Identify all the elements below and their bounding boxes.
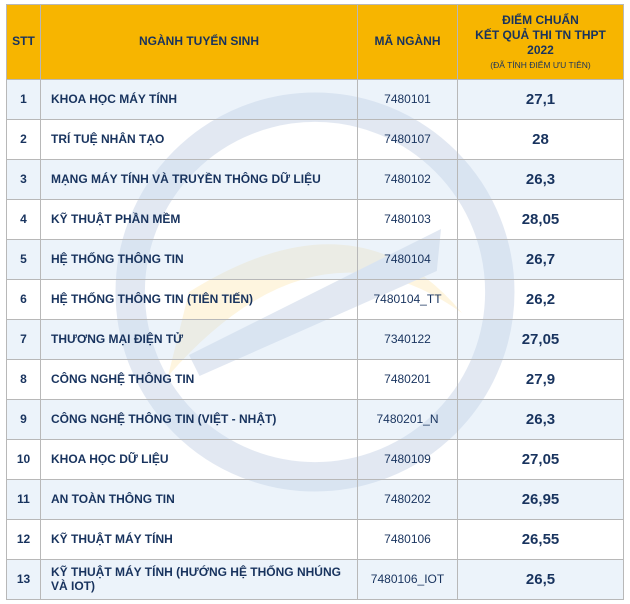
- cell-score: 27,9: [458, 359, 624, 399]
- cell-score: 26,3: [458, 159, 624, 199]
- table-row: 7THƯƠNG MẠI ĐIỆN TỬ734012227,05: [7, 319, 624, 359]
- cell-stt: 2: [7, 119, 41, 159]
- table-row: 8CÔNG NGHỆ THÔNG TIN748020127,9: [7, 359, 624, 399]
- cell-major-code: 7340122: [358, 319, 458, 359]
- table-row: 9CÔNG NGHỆ THÔNG TIN (VIỆT - NHẬT)748020…: [7, 399, 624, 439]
- table-row: 13KỸ THUẬT MÁY TÍNH (HƯỚNG HỆ THỐNG NHÚN…: [7, 559, 624, 599]
- cell-major-name: KỸ THUẬT PHẦN MỀM: [41, 199, 358, 239]
- cell-score: 26,5: [458, 559, 624, 599]
- cell-score: 26,55: [458, 519, 624, 559]
- cell-stt: 10: [7, 439, 41, 479]
- table-row: 1KHOA HỌC MÁY TÍNH748010127,1: [7, 79, 624, 119]
- cell-major-name: AN TOÀN THÔNG TIN: [41, 479, 358, 519]
- table-row: 12KỸ THUẬT MÁY TÍNH748010626,55: [7, 519, 624, 559]
- cell-score: 26,95: [458, 479, 624, 519]
- col-header-score-line2: KẾT QUẢ THI TN THPT 2022: [475, 28, 606, 57]
- cell-score: 28: [458, 119, 624, 159]
- cell-score: 27,05: [458, 439, 624, 479]
- table-row: 6HỆ THỐNG THÔNG TIN (TIÊN TIẾN)7480104_T…: [7, 279, 624, 319]
- cell-major-code: 7480102: [358, 159, 458, 199]
- cell-major-code: 7480103: [358, 199, 458, 239]
- cell-score: 28,05: [458, 199, 624, 239]
- cell-major-code: 7480202: [358, 479, 458, 519]
- col-header-code: MÃ NGÀNH: [358, 5, 458, 80]
- cell-score: 26,7: [458, 239, 624, 279]
- cell-score: 27,05: [458, 319, 624, 359]
- col-header-name: NGÀNH TUYỂN SINH: [41, 5, 358, 80]
- cell-major-name: KỸ THUẬT MÁY TÍNH: [41, 519, 358, 559]
- cell-major-code: 7480106: [358, 519, 458, 559]
- cell-major-code: 7480201: [358, 359, 458, 399]
- cell-stt: 4: [7, 199, 41, 239]
- cell-major-name: KHOA HỌC MÁY TÍNH: [41, 79, 358, 119]
- cell-score: 26,3: [458, 399, 624, 439]
- cell-stt: 13: [7, 559, 41, 599]
- cell-major-code: 7480109: [358, 439, 458, 479]
- table-row: 10KHOA HỌC DỮ LIỆU748010927,05: [7, 439, 624, 479]
- table-row: 3MẠNG MÁY TÍNH VÀ TRUYỀN THÔNG DỮ LIỆU74…: [7, 159, 624, 199]
- cell-stt: 9: [7, 399, 41, 439]
- cell-major-name: CÔNG NGHỆ THÔNG TIN (VIỆT - NHẬT): [41, 399, 358, 439]
- col-header-stt: STT: [7, 5, 41, 80]
- col-header-score-line1: ĐIỂM CHUẨN: [502, 13, 579, 27]
- cell-major-code: 7480104: [358, 239, 458, 279]
- cell-stt: 3: [7, 159, 41, 199]
- cell-major-name: CÔNG NGHỆ THÔNG TIN: [41, 359, 358, 399]
- cell-stt: 12: [7, 519, 41, 559]
- admissions-score-table: STT NGÀNH TUYỂN SINH MÃ NGÀNH ĐIỂM CHUẨN…: [6, 4, 624, 600]
- cell-major-name: MẠNG MÁY TÍNH VÀ TRUYỀN THÔNG DỮ LIỆU: [41, 159, 358, 199]
- cell-major-name: HỆ THỐNG THÔNG TIN: [41, 239, 358, 279]
- cell-major-code: 7480106_IOT: [358, 559, 458, 599]
- cell-score: 26,2: [458, 279, 624, 319]
- cell-major-code: 7480107: [358, 119, 458, 159]
- table-row: 2TRÍ TUỆ NHÂN TẠO748010728: [7, 119, 624, 159]
- cell-score: 27,1: [458, 79, 624, 119]
- table-row: 5HỆ THỐNG THÔNG TIN748010426,7: [7, 239, 624, 279]
- cell-major-code: 7480201_N: [358, 399, 458, 439]
- cell-major-name: KỸ THUẬT MÁY TÍNH (HƯỚNG HỆ THỐNG NHÚNG …: [41, 559, 358, 599]
- cell-stt: 6: [7, 279, 41, 319]
- cell-major-name: KHOA HỌC DỮ LIỆU: [41, 439, 358, 479]
- col-header-score-sub: (ĐÃ TÍNH ĐIỂM ƯU TIÊN): [462, 60, 619, 71]
- table-row: 11AN TOÀN THÔNG TIN748020226,95: [7, 479, 624, 519]
- cell-stt: 1: [7, 79, 41, 119]
- cell-stt: 5: [7, 239, 41, 279]
- cell-major-code: 7480101: [358, 79, 458, 119]
- table-row: 4KỸ THUẬT PHẦN MỀM748010328,05: [7, 199, 624, 239]
- cell-major-name: TRÍ TUỆ NHÂN TẠO: [41, 119, 358, 159]
- cell-stt: 11: [7, 479, 41, 519]
- cell-stt: 7: [7, 319, 41, 359]
- cell-major-name: THƯƠNG MẠI ĐIỆN TỬ: [41, 319, 358, 359]
- cell-stt: 8: [7, 359, 41, 399]
- cell-major-name: HỆ THỐNG THÔNG TIN (TIÊN TIẾN): [41, 279, 358, 319]
- table-header-row: STT NGÀNH TUYỂN SINH MÃ NGÀNH ĐIỂM CHUẨN…: [7, 5, 624, 80]
- cell-major-code: 7480104_TT: [358, 279, 458, 319]
- col-header-score: ĐIỂM CHUẨN KẾT QUẢ THI TN THPT 2022 (ĐÃ …: [458, 5, 624, 80]
